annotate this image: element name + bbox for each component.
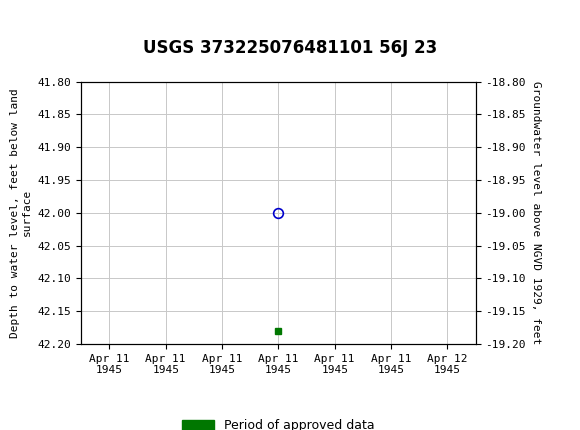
- Y-axis label: Depth to water level, feet below land
surface: Depth to water level, feet below land su…: [10, 88, 32, 338]
- Text: ≋ USGS: ≋ USGS: [9, 6, 92, 26]
- Legend: Period of approved data: Period of approved data: [177, 415, 379, 430]
- Text: USGS 373225076481101 56J 23: USGS 373225076481101 56J 23: [143, 40, 437, 57]
- Y-axis label: Groundwater level above NGVD 1929, feet: Groundwater level above NGVD 1929, feet: [531, 81, 541, 344]
